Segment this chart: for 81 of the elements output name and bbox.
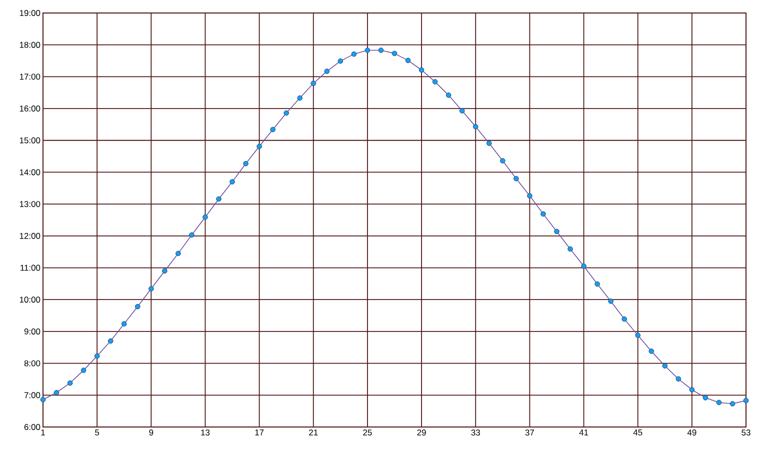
y-tick-label: 19:00 <box>20 10 40 16</box>
point <box>486 140 492 146</box>
point <box>270 126 276 132</box>
y-tick-label: 13:00 <box>20 201 40 208</box>
point <box>459 108 465 114</box>
point <box>446 92 452 98</box>
point <box>202 214 208 220</box>
x-tick-label: 37 <box>525 430 534 436</box>
point <box>568 246 573 252</box>
x-tick-label: 45 <box>633 430 642 436</box>
point <box>676 376 682 382</box>
point <box>134 304 140 310</box>
point <box>472 124 478 130</box>
y-tick-label: 11:00 <box>20 264 40 271</box>
point <box>392 50 398 56</box>
y-tick-label: 14:00 <box>20 169 40 176</box>
x-tick-label: 53 <box>742 430 750 436</box>
point <box>716 400 722 406</box>
point <box>230 179 235 184</box>
point <box>500 158 506 164</box>
point <box>108 338 114 344</box>
y-tick-label: 15:00 <box>20 137 40 144</box>
x-tick-label: 25 <box>363 430 372 436</box>
point <box>527 193 532 198</box>
point <box>648 348 654 354</box>
point <box>54 390 60 396</box>
point <box>162 268 168 274</box>
x-tick-label: 49 <box>687 430 696 436</box>
point <box>351 51 357 57</box>
y-tick-label: 18:00 <box>20 42 40 48</box>
y-tick-label: 6:00 <box>24 424 40 430</box>
point <box>216 196 222 202</box>
point <box>284 110 289 116</box>
x-tick-label: 13 <box>201 430 210 436</box>
point <box>189 232 194 238</box>
point <box>378 48 384 53</box>
point <box>554 228 560 234</box>
point <box>80 368 86 373</box>
y-tick-label: 9:00 <box>24 328 40 334</box>
x-tick-label: 9 <box>149 430 154 436</box>
point <box>689 387 695 392</box>
point <box>67 380 73 386</box>
point <box>297 95 303 101</box>
point <box>94 353 100 359</box>
point <box>256 144 262 150</box>
point <box>743 398 749 404</box>
x-tick-label: 33 <box>471 430 480 436</box>
y-tick-label: 7:00 <box>24 392 40 398</box>
point <box>730 401 736 406</box>
point <box>662 363 668 368</box>
point <box>702 395 708 400</box>
point <box>622 316 627 322</box>
y-tick-label: 17:00 <box>20 74 40 80</box>
point <box>324 68 330 74</box>
point <box>540 211 546 217</box>
y-tick-label: 8:00 <box>24 360 40 366</box>
point <box>40 396 46 402</box>
x-tick-label: 17 <box>255 430 264 436</box>
point <box>608 298 614 304</box>
y-tick-label: 10:00 <box>20 296 40 303</box>
point <box>635 332 640 338</box>
y-tick-label: 16:00 <box>20 106 40 112</box>
point <box>364 48 370 53</box>
x-tick-label: 1 <box>41 430 45 436</box>
x-tick-label: 21 <box>309 430 318 436</box>
point <box>405 58 411 64</box>
x-tick-label: 5 <box>95 430 100 436</box>
point <box>121 321 127 326</box>
point <box>310 80 316 86</box>
point <box>514 176 519 182</box>
x-tick-label: 29 <box>417 430 426 436</box>
x-tick-label: 41 <box>579 430 588 436</box>
point <box>176 250 181 256</box>
point <box>432 79 438 84</box>
y-tick-label: 12:00 <box>20 232 40 239</box>
point <box>581 264 586 269</box>
point <box>148 286 154 292</box>
point <box>243 160 248 166</box>
point <box>418 67 424 73</box>
point <box>594 281 600 287</box>
point <box>338 58 344 64</box>
